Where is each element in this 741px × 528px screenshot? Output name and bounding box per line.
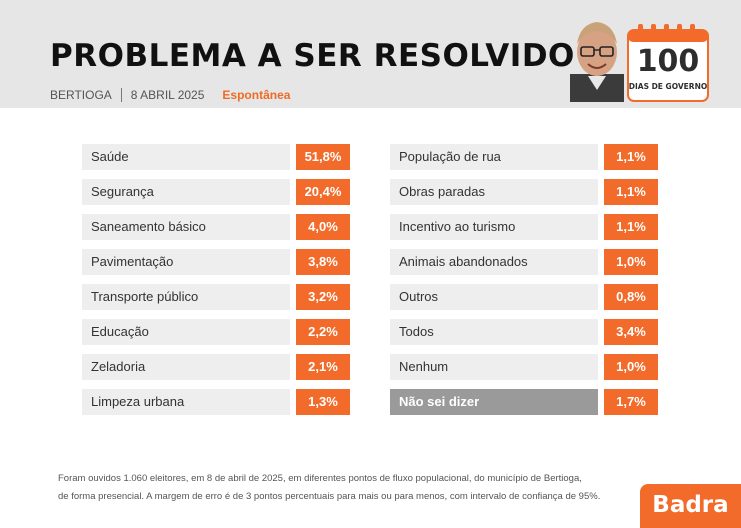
category-label: Saúde <box>82 144 290 170</box>
value-label: 1,3% <box>296 389 350 415</box>
category-label: Saneamento básico <box>82 214 290 240</box>
methodology-footnote: Foram ouvidos 1.060 eleitores, em 8 de a… <box>58 470 600 506</box>
category-label: Segurança <box>82 179 290 205</box>
category-label: Limpeza urbana <box>82 389 290 415</box>
value-label: 1,0% <box>604 249 658 275</box>
value-label: 1,1% <box>604 179 658 205</box>
category-label: Animais abandonados <box>390 249 598 275</box>
brand-logo: Badra <box>640 484 741 528</box>
category-label: Todos <box>390 319 598 345</box>
subtitle-line: BERTIOGA 8 ABRIL 2025 Espontânea <box>50 88 290 102</box>
category-label: Outros <box>390 284 598 310</box>
value-label: 0,8% <box>604 284 658 310</box>
category-label: Não sei dizer <box>390 389 598 415</box>
value-label: 51,8% <box>296 144 350 170</box>
value-label: 3,2% <box>296 284 350 310</box>
value-label: 20,4% <box>296 179 350 205</box>
caricature-portrait-icon <box>570 22 624 102</box>
city-label: BERTIOGA <box>50 88 112 102</box>
category-label: Nenhum <box>390 354 598 380</box>
survey-type-label: Espontânea <box>222 88 291 102</box>
calendar-label: DIAS DE GOVERNO <box>628 82 708 91</box>
category-label: Transporte público <box>82 284 290 310</box>
date-label: 8 ABRIL 2025 <box>130 88 205 102</box>
calendar-icon: 100 DIAS DE GOVERNO <box>627 22 709 102</box>
category-label: Obras paradas <box>390 179 598 205</box>
value-label: 3,4% <box>604 319 658 345</box>
divider <box>120 88 122 102</box>
value-label: 1,0% <box>604 354 658 380</box>
category-label: Incentivo ao turismo <box>390 214 598 240</box>
footnote-line-1: Foram ouvidos 1.060 eleitores, em 8 de a… <box>58 473 582 484</box>
footnote-line-2: de forma presencial. A margem de erro é … <box>58 491 601 502</box>
page-title: PROBLEMA A SER RESOLVIDO <box>50 38 575 74</box>
category-label: Pavimentação <box>82 249 290 275</box>
value-label: 1,1% <box>604 214 658 240</box>
category-label: Zeladoria <box>82 354 290 380</box>
value-label: 2,1% <box>296 354 350 380</box>
header-band: PROBLEMA A SER RESOLVIDO BERTIOGA 8 ABRI… <box>0 0 741 108</box>
value-label: 1,1% <box>604 144 658 170</box>
value-label: 2,2% <box>296 319 350 345</box>
category-label: População de rua <box>390 144 598 170</box>
value-label: 3,8% <box>296 249 350 275</box>
value-label: 1,7% <box>604 389 658 415</box>
value-label: 4,0% <box>296 214 350 240</box>
calendar-number: 100 <box>636 44 700 79</box>
category-label: Educação <box>82 319 290 345</box>
